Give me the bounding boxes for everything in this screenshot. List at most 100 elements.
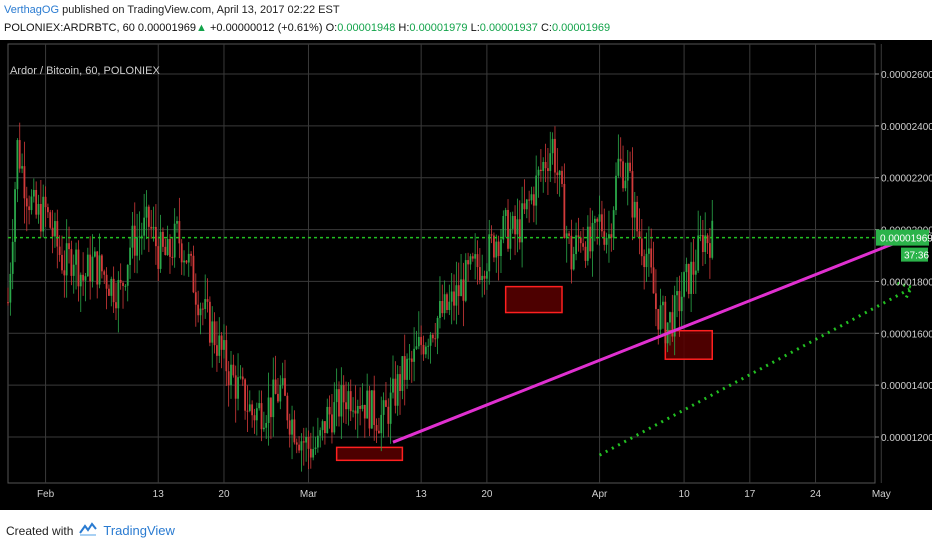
candle-body: [403, 356, 406, 380]
publish-line: VerthagOG published on TradingView.com, …: [4, 4, 340, 16]
candle-body: [535, 175, 538, 206]
candle-body: [655, 293, 657, 310]
candle-body: [467, 260, 470, 265]
candle-body: [488, 234, 491, 272]
candle-body: [169, 239, 171, 257]
candle-body: [460, 279, 462, 297]
candle-body: [136, 237, 139, 256]
candle-body: [434, 338, 437, 340]
candle-body: [441, 301, 444, 314]
candle-body: [32, 189, 35, 197]
last-price: 0.00001969: [137, 22, 197, 34]
candle-body: [690, 261, 693, 294]
candle-body: [262, 427, 265, 430]
candle-body: [446, 294, 448, 311]
candle-body: [305, 436, 308, 443]
candle-body: [356, 405, 359, 414]
x-tick-label: 13: [153, 489, 165, 500]
candle-body: [450, 291, 453, 302]
candle-body: [199, 308, 202, 316]
candle-body: [558, 170, 561, 176]
candle-body: [119, 279, 122, 283]
y-tick-label: 0.00001400: [881, 381, 932, 392]
candle-body: [176, 221, 178, 224]
candle-body: [253, 415, 256, 421]
candle-body: [608, 234, 610, 238]
candle-body: [234, 375, 237, 399]
candle-body: [382, 400, 385, 415]
candle-body: [551, 138, 554, 154]
candle-body: [51, 227, 54, 237]
candle-body: [502, 216, 505, 240]
close-label: C:: [540, 22, 552, 34]
candle-body: [544, 161, 547, 169]
candle-body: [218, 335, 221, 356]
candle-body: [537, 169, 540, 176]
candle-body: [415, 346, 418, 349]
candle-body: [673, 295, 676, 337]
price-chart[interactable]: 0.000026000.000024000.000022000.00002000…: [0, 40, 932, 510]
candle-body: [570, 235, 573, 270]
candle-body: [476, 254, 479, 268]
candle-body: [375, 425, 378, 431]
high-label: H:: [398, 22, 410, 34]
candle-body: [286, 395, 289, 421]
candle-body: [204, 299, 207, 309]
candle-body: [162, 231, 164, 247]
candle-body: [359, 405, 362, 409]
candle-body: [399, 374, 401, 391]
candle-body: [70, 249, 73, 276]
candle-body: [598, 214, 601, 222]
candle-body: [436, 317, 439, 339]
candle-body: [164, 246, 167, 255]
candle-body: [579, 237, 582, 244]
candle-body: [255, 408, 258, 421]
candle-body: [387, 406, 390, 424]
candle-body: [324, 421, 326, 434]
candle-body: [704, 235, 707, 253]
candle-body: [248, 404, 251, 411]
candle-body: [16, 140, 19, 190]
candle-body: [79, 274, 82, 287]
candle-body: [563, 183, 566, 239]
author-link[interactable]: VerthagOG: [4, 4, 60, 16]
tradingview-brand-link[interactable]: TradingView: [103, 523, 175, 538]
highlight-box: [504, 285, 563, 314]
candle-body: [345, 402, 347, 410]
candle-body: [309, 448, 312, 458]
candle-body: [89, 254, 92, 282]
candle-body: [532, 194, 535, 206]
candle-body: [117, 279, 120, 309]
candle-body: [615, 175, 617, 211]
candle-body: [246, 410, 249, 412]
candle-body: [47, 207, 49, 213]
candle-body: [659, 305, 662, 330]
chart-area[interactable]: 0.000026000.000024000.000022000.00002000…: [0, 40, 932, 510]
candle-body: [669, 312, 671, 323]
tradingview-logo-icon: [79, 522, 98, 539]
candle-body: [514, 216, 516, 235]
candle-body: [244, 379, 246, 411]
footer: Created with TradingView: [6, 522, 175, 539]
candle-body: [84, 276, 87, 281]
candle-body: [469, 256, 472, 265]
candle-body: [619, 158, 622, 162]
x-tick-label: 20: [218, 489, 230, 500]
candle-body: [39, 203, 42, 232]
candle-body: [490, 234, 493, 236]
candle-body: [279, 384, 282, 402]
low-value: 0.00001937: [479, 22, 538, 34]
candle-body: [509, 228, 512, 249]
candle-body: [122, 282, 124, 286]
projected-trendline: [598, 287, 911, 457]
candle-body: [525, 199, 528, 210]
candle-body: [394, 378, 397, 406]
candle-body: [225, 340, 228, 372]
candle-body: [694, 270, 697, 275]
candle-body: [56, 221, 59, 247]
x-tick-label: 20: [481, 489, 493, 500]
y-tick-label: 0.00001800: [881, 277, 932, 288]
y-tick-label: 0.00002200: [881, 174, 932, 185]
created-with-label: Created with: [6, 523, 74, 538]
candle-body: [216, 345, 218, 356]
